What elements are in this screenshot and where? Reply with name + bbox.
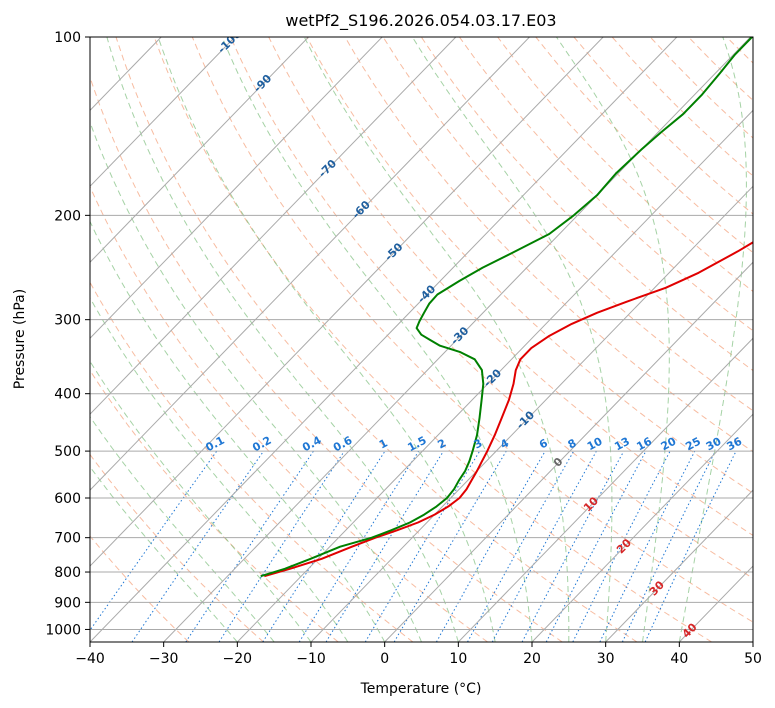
- plot-frame: [89, 36, 754, 643]
- moist-adiabat-line: [90, 120, 422, 642]
- x-axis-label: Temperature (°C): [360, 681, 482, 697]
- plot-area: 0.1 0.2 0.4 0.6 1 1.5 2 3 4 6 8 10 13 16 20 25 30 36-100-…: [90, 37, 753, 642]
- x-tick-label: 20: [523, 651, 541, 667]
- mixing-ratio-label: 36: [725, 435, 745, 454]
- moist-adiabat-line: [555, 37, 670, 642]
- x-tick-label: −40: [75, 651, 105, 667]
- dry-adiabats: [90, 37, 753, 642]
- temperature-profile-line: [264, 241, 753, 578]
- isotherm-line: [90, 37, 530, 491]
- mixing-ratio-line: [131, 450, 265, 642]
- isotherm-line: [90, 37, 678, 642]
- mixing-ratio-line: [521, 450, 625, 642]
- mixing-ratio-line: [325, 450, 444, 642]
- isotherm-line: [90, 37, 309, 263]
- isotherms: [90, 37, 753, 642]
- x-axis: −40 −30 −20 −10 0 10 20 30 40 50: [75, 642, 762, 667]
- moist-adiabat-line: [411, 37, 613, 642]
- y-tick-label: 200: [54, 208, 81, 224]
- moist-adiabat-line: [221, 37, 533, 642]
- mixing-ratio-label: 30: [704, 435, 724, 454]
- sounding-series: [260, 37, 753, 578]
- dry-adiabat-line: [90, 75, 563, 642]
- moist-adiabat-line: [90, 296, 349, 642]
- mixing-ratio-line: [262, 450, 386, 642]
- x-tick-label: −20: [223, 651, 253, 667]
- y-axis: 100 200 300 400 500 600 700 800 900 1000: [45, 30, 90, 638]
- y-tick-label: 900: [54, 595, 81, 611]
- mixing-ratio-line: [572, 450, 671, 642]
- y-tick-label: 800: [54, 565, 81, 581]
- mixing-ratio-line: [599, 450, 696, 642]
- isotherm-line: [90, 37, 604, 567]
- mixing-ratio-label: 16: [634, 435, 654, 454]
- isotherm-line: [384, 261, 753, 642]
- y-tick-label: 500: [54, 444, 81, 460]
- mixing-ratio-line: [185, 450, 314, 642]
- moist-adiabat-line: [106, 37, 459, 642]
- mixing-ratio-label: 13: [612, 435, 632, 454]
- dry-adiabat-line: [90, 369, 339, 642]
- isotherm-line: [90, 37, 236, 188]
- isotherm-line: [236, 109, 753, 642]
- mixing-ratio-line: [218, 450, 345, 642]
- dewpoint-profile-line: [260, 37, 753, 578]
- y-tick-label: 1000: [45, 622, 81, 638]
- moist-adiabat-line: [303, 37, 570, 642]
- moist-adiabat-line: [90, 415, 275, 642]
- y-tick-label: 100: [54, 30, 81, 46]
- dry-adiabat-line: [497, 37, 753, 293]
- dry-adiabat-line: [191, 37, 753, 623]
- isotherm-line: [90, 37, 383, 339]
- y-axis-label: Pressure (hPa): [12, 289, 28, 389]
- mixing-ratio-line: [90, 450, 218, 632]
- x-tick-label: −10: [296, 651, 326, 667]
- y-tick-label: 700: [54, 531, 81, 547]
- x-tick-label: 10: [449, 651, 467, 667]
- isobars: [90, 37, 753, 630]
- moist-adiabat-line: [678, 37, 747, 642]
- x-tick-label: −30: [149, 651, 179, 667]
- mixing-ratio-label: 25: [683, 435, 703, 454]
- mixing-ratio-label: 10: [585, 435, 605, 454]
- moist-adiabat-line: [90, 466, 238, 642]
- dry-adiabat-line: [90, 453, 264, 642]
- moist-adiabats: [90, 37, 747, 642]
- x-tick-label: 30: [597, 651, 615, 667]
- mixing-ratio-label: 20: [659, 435, 679, 454]
- x-tick-label: 0: [380, 651, 389, 667]
- isotherm-line: [163, 37, 751, 642]
- y-tick-label: 600: [54, 491, 81, 507]
- moist-adiabat-line: [157, 37, 496, 642]
- dry-adiabat-line: [90, 185, 488, 642]
- x-tick-label: 50: [744, 651, 762, 667]
- y-tick-label: 400: [54, 387, 81, 403]
- moist-adiabat-line: [90, 220, 386, 642]
- isotherm-line: [531, 413, 753, 642]
- isotherm-line: [310, 185, 753, 642]
- y-tick-label: 300: [54, 313, 81, 329]
- isotherm-line: [90, 37, 457, 415]
- mixing-ratio-lines: [90, 450, 737, 642]
- chart-title: wetPf2_S196.2026.054.03.17.E03: [285, 11, 556, 31]
- x-tick-label: 40: [670, 651, 688, 667]
- dry-adiabat-line: [115, 37, 638, 642]
- mixing-ratio-line: [467, 450, 575, 642]
- isotherm-line: [457, 337, 753, 642]
- isotherm-line: [605, 489, 753, 642]
